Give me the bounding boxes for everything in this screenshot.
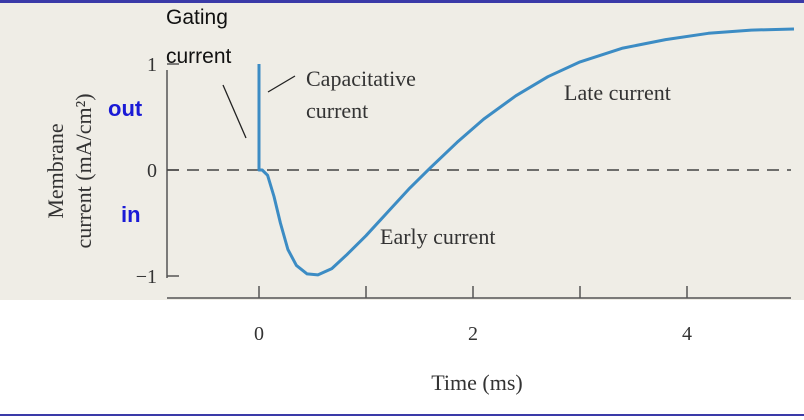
x-tick-label: 4 — [682, 323, 692, 345]
out-label: out — [108, 96, 143, 121]
capacitative-label: Capacitative — [306, 66, 416, 91]
y-axis-title-line-1: Membrane — [43, 123, 68, 218]
capacitative-label-2: current — [306, 98, 368, 123]
x-tick-label: 0 — [254, 323, 264, 345]
gating-pointer — [222, 84, 247, 139]
x-axis-title: Time (ms) — [431, 370, 522, 395]
y-tick-label: 0 — [147, 160, 157, 182]
late-current-label: Late current — [564, 80, 671, 105]
plot-background — [0, 3, 804, 300]
x-tick-label: 2 — [468, 323, 478, 345]
capacitative-pointer — [267, 75, 296, 93]
top-rule — [0, 0, 804, 3]
bottom-rule — [0, 414, 804, 416]
gating-label-2: current — [166, 45, 232, 68]
early-current-label: Early current — [380, 224, 495, 249]
in-label: in — [121, 202, 141, 227]
y-tick-label: −1 — [136, 266, 157, 288]
gating-label: Gating — [166, 6, 228, 29]
current-curve — [257, 27, 795, 277]
y-tick-label: 1 — [147, 54, 157, 76]
y-axis-title-line-2: current (mA/cm²) — [71, 93, 96, 248]
